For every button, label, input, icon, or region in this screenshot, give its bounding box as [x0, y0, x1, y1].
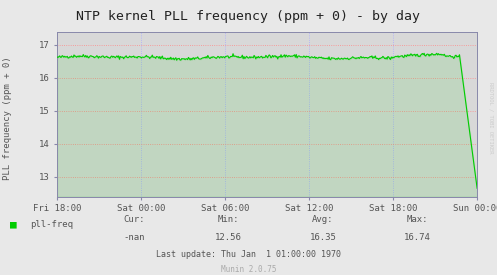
Text: Min:: Min: [218, 216, 240, 224]
Text: 16.35: 16.35 [310, 233, 336, 242]
Text: Max:: Max: [407, 216, 428, 224]
Text: Last update: Thu Jan  1 01:00:00 1970: Last update: Thu Jan 1 01:00:00 1970 [156, 250, 341, 259]
Text: 12.56: 12.56 [215, 233, 242, 242]
Text: NTP kernel PLL frequency (ppm + 0) - by day: NTP kernel PLL frequency (ppm + 0) - by … [77, 10, 420, 23]
Text: 16.74: 16.74 [404, 233, 431, 242]
Text: RRDTOOL / TOBI OETIKER: RRDTOOL / TOBI OETIKER [489, 82, 494, 154]
Text: Munin 2.0.75: Munin 2.0.75 [221, 265, 276, 274]
Text: Avg:: Avg: [312, 216, 334, 224]
Text: Cur:: Cur: [123, 216, 145, 224]
Text: ■: ■ [10, 219, 17, 229]
Text: -nan: -nan [123, 233, 145, 242]
Text: PLL frequency (ppm + 0): PLL frequency (ppm + 0) [3, 56, 12, 180]
Text: pll-freq: pll-freq [30, 220, 73, 229]
